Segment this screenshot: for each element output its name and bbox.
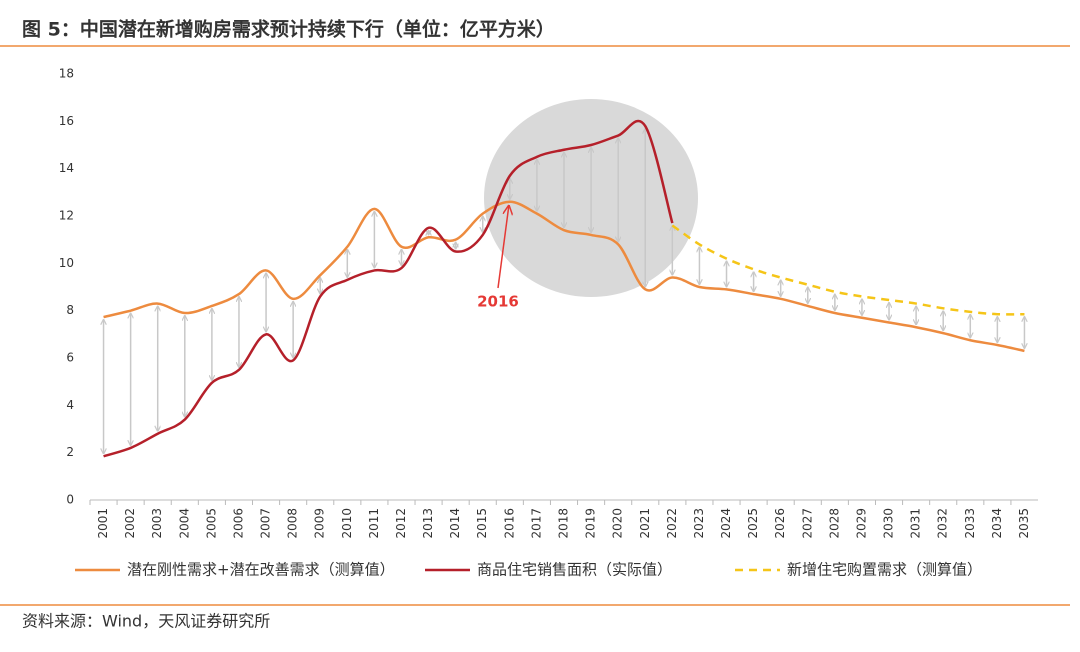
x-tick-label: 2010 xyxy=(340,508,354,539)
x-tick-label: 2006 xyxy=(231,508,245,539)
series-line xyxy=(671,224,1025,316)
y-tick-label: 0 xyxy=(66,493,74,507)
legend-label: 潜在刚性需求+潜在改善需求（测算值） xyxy=(127,561,395,579)
x-tick-label: 2030 xyxy=(882,508,896,539)
chart-title: 图 5：中国潜在新增购房需求预计持续下行（单位：亿平方米） xyxy=(22,18,555,41)
x-tick-label: 2004 xyxy=(177,508,191,539)
x-tick-label: 2019 xyxy=(584,508,598,539)
series-line xyxy=(103,119,674,458)
x-tick-label: 2029 xyxy=(854,508,868,539)
x-tick-label: 2026 xyxy=(773,508,787,539)
x-tick-label: 2012 xyxy=(394,508,408,539)
y-tick-label: 4 xyxy=(66,398,74,412)
x-tick-label: 2020 xyxy=(611,508,625,539)
x-tick-label: 2022 xyxy=(665,508,679,539)
x-tick-label: 2034 xyxy=(990,508,1004,539)
x-tick-label: 2028 xyxy=(827,508,841,539)
x-tick-label: 2021 xyxy=(638,508,652,539)
annotation-arrow xyxy=(497,206,509,289)
legend-label: 商品住宅销售面积（实际值） xyxy=(477,561,672,579)
y-tick-label: 14 xyxy=(59,161,74,175)
y-tick-label: 18 xyxy=(59,67,74,81)
x-tick-label: 2007 xyxy=(259,508,273,539)
x-tick-label: 2011 xyxy=(367,508,381,539)
x-tick-label: 2013 xyxy=(421,508,435,539)
series-line xyxy=(103,200,1025,353)
x-tick-label: 2032 xyxy=(936,508,950,539)
x-tick-label: 2001 xyxy=(96,508,110,539)
x-tick-label: 2025 xyxy=(746,508,760,539)
x-tick-label: 2027 xyxy=(800,508,814,539)
x-tick-label: 2003 xyxy=(150,508,164,539)
y-tick-label: 12 xyxy=(59,209,74,223)
legend-label: 新增住宅购置需求（测算值） xyxy=(787,561,982,579)
x-tick-label: 2014 xyxy=(448,508,462,539)
x-tick-label: 2017 xyxy=(529,508,543,539)
y-tick-label: 8 xyxy=(66,303,74,317)
x-tick-label: 2035 xyxy=(1017,508,1031,539)
x-tick-label: 2016 xyxy=(502,508,516,539)
x-tick-label: 2005 xyxy=(204,508,218,539)
x-tick-label: 2009 xyxy=(313,508,327,539)
x-tick-label: 2024 xyxy=(719,508,733,539)
x-tick-label: 2018 xyxy=(557,508,571,539)
x-tick-label: 2008 xyxy=(286,508,300,539)
x-tick-label: 2031 xyxy=(909,508,923,539)
source: 资料来源：Wind，天风证券研究所 xyxy=(22,612,270,631)
y-tick-label: 6 xyxy=(66,351,74,365)
x-tick-label: 2015 xyxy=(475,508,489,539)
y-tick-label: 2 xyxy=(66,445,74,459)
x-tick-label: 2023 xyxy=(692,508,706,539)
x-tick-label: 2033 xyxy=(963,508,977,539)
y-tick-label: 16 xyxy=(59,114,74,128)
x-tick-label: 2002 xyxy=(123,508,137,539)
annotation: 2016 xyxy=(477,293,519,311)
y-tick-label: 10 xyxy=(59,256,74,270)
